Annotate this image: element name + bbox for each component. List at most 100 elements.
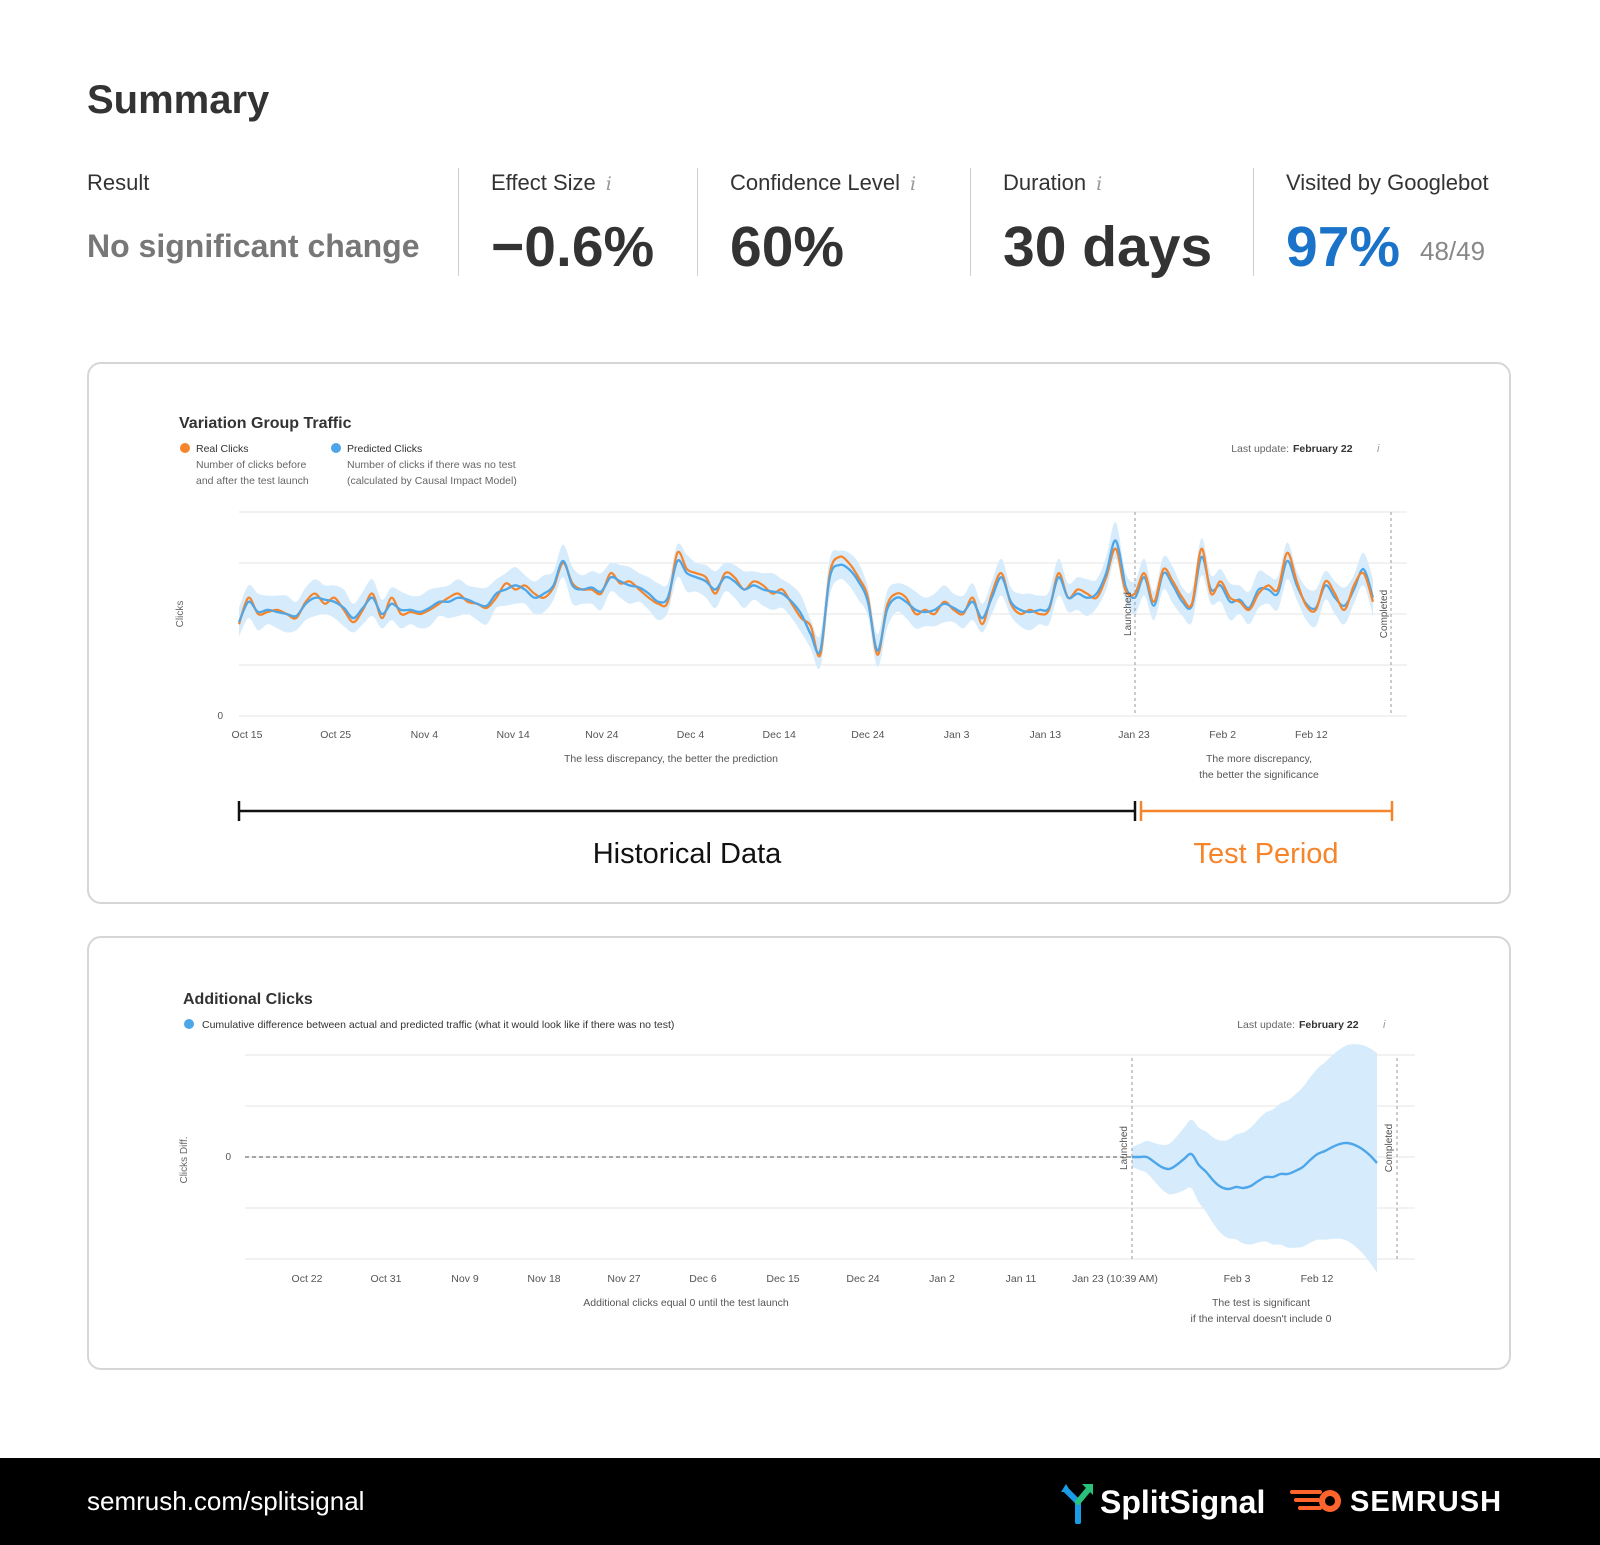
info-icon[interactable]: i — [910, 173, 917, 195]
real-clicks-legend-dot — [180, 443, 190, 453]
x-tick-label: Dec 4 — [677, 729, 705, 741]
historical-data-label: Historical Data — [593, 838, 782, 870]
legend-pred-title: Predicted Clicks — [347, 443, 422, 455]
footer: semrush.com/splitsignal SplitSignal SEMR… — [0, 1458, 1600, 1545]
result-label: Result — [87, 170, 150, 195]
completed-label: Completed — [1384, 1124, 1395, 1172]
predicted-clicks-legend-dot — [331, 443, 341, 453]
chart-note-left: Additional clicks equal 0 until the test… — [583, 1297, 789, 1309]
x-tick-label: Dec 6 — [689, 1273, 717, 1285]
last-update-label: Last update: — [1237, 1019, 1295, 1031]
x-tick-label: Oct 25 — [320, 729, 351, 741]
x-tick-label: Jan 23 (10:39 AM) — [1072, 1273, 1158, 1285]
last-update-date: February 22 — [1299, 1019, 1359, 1031]
additional-clicks-card: Additional Clicks Cumulative difference … — [87, 936, 1511, 1370]
chart-note-left: The less discrepancy, the better the pre… — [564, 753, 778, 765]
legend-dot — [184, 1019, 194, 1029]
result-value: No significant change — [87, 228, 420, 264]
x-tick-label: Nov 4 — [411, 729, 439, 741]
duration-metric: Duration i 30 days — [1003, 170, 1212, 279]
x-tick-label: Feb 3 — [1224, 1273, 1251, 1285]
effect-size-metric: Effect Size i −0.6% — [491, 170, 654, 279]
y-axis-label: Clicks Diff. — [179, 1136, 190, 1183]
x-tick-label: Jan 23 — [1118, 729, 1150, 741]
additional-chart-title: Additional Clicks — [183, 991, 313, 1008]
footer-url[interactable]: semrush.com/splitsignal — [87, 1486, 365, 1516]
confidence-label: Confidence Level — [730, 170, 901, 195]
x-axis-ticks: Oct 22 Oct 31 Nov 9 Nov 18 Nov 27 Dec 6 Dec 15… — [292, 1273, 1334, 1285]
y-tick-zero: 0 — [225, 1152, 231, 1163]
effect-size-value: −0.6% — [491, 215, 655, 279]
metric-divider — [970, 168, 971, 276]
x-tick-label: Dec 24 — [846, 1273, 879, 1285]
metric-divider — [458, 168, 459, 276]
test-period-bracket — [1139, 801, 1394, 821]
legend-real-desc: and after the test launch — [196, 475, 309, 487]
x-tick-label: Nov 27 — [607, 1273, 640, 1285]
additional-clicks-chart: Additional Clicks Cumulative difference … — [179, 991, 1415, 1325]
last-update-label: Last update: — [1231, 443, 1289, 455]
x-tick-label: Jan 2 — [929, 1273, 955, 1285]
googlebot-metric: Visited by Googlebot 97% 48/49 — [1286, 170, 1489, 279]
confidence-value: 60% — [730, 215, 845, 279]
info-icon[interactable]: i — [1377, 443, 1380, 455]
x-tick-label: Jan 3 — [944, 729, 970, 741]
chart-note-right: The more discrepancy, — [1206, 753, 1312, 765]
x-axis-ticks: Oct 15 Oct 25 Nov 4 Nov 14 Nov 24 Dec 4 Dec 14… — [232, 729, 1328, 741]
x-tick-label: Nov 24 — [585, 729, 618, 741]
x-tick-label: Feb 12 — [1301, 1273, 1334, 1285]
x-tick-label: Dec 14 — [763, 729, 796, 741]
semrush-brand: SEMRUSH — [1350, 1486, 1503, 1518]
x-tick-label: Nov 14 — [496, 729, 529, 741]
x-tick-label: Feb 2 — [1209, 729, 1236, 741]
x-tick-label: Dec 15 — [766, 1273, 799, 1285]
info-icon[interactable]: i — [1096, 173, 1103, 195]
info-icon[interactable]: i — [605, 173, 612, 195]
predicted-clicks-line — [237, 539, 1127, 655]
launched-label: Launched — [1123, 592, 1134, 636]
traffic-chart-title: Variation Group Traffic — [179, 415, 352, 432]
googlebot-value: 97% — [1286, 215, 1401, 279]
x-tick-label: Jan 11 — [1006, 1273, 1037, 1285]
additional-legend-desc: Cumulative difference between actual and… — [202, 1019, 674, 1031]
chart-note-right: the better the significance — [1199, 769, 1319, 781]
confidence-interval-band — [1132, 1044, 1377, 1273]
metric-divider — [1253, 168, 1254, 276]
traffic-chart-card: Variation Group Traffic Real Clicks Numb… — [87, 362, 1511, 904]
page-title: Summary — [87, 78, 270, 122]
googlebot-count: 48/49 — [1420, 236, 1486, 266]
chart-note-right: if the interval doesn't include 0 — [1191, 1313, 1332, 1325]
x-tick-label: Feb 12 — [1295, 729, 1328, 741]
traffic-chart: Variation Group Traffic Real Clicks Numb… — [175, 415, 1407, 870]
x-tick-label: Oct 22 — [292, 1273, 323, 1285]
test-period-label: Test Period — [1193, 838, 1338, 870]
x-tick-label: Jan 13 — [1030, 729, 1062, 741]
metric-divider — [697, 168, 698, 276]
x-tick-label: Nov 9 — [451, 1273, 479, 1285]
duration-value: 30 days — [1003, 215, 1213, 279]
real-clicks-line — [237, 547, 1375, 658]
legend-real-title: Real Clicks — [196, 443, 249, 455]
effect-size-label: Effect Size — [491, 170, 596, 195]
info-icon[interactable]: i — [1383, 1019, 1386, 1031]
legend-pred-desc: Number of clicks if there was no test — [347, 459, 516, 471]
x-tick-label: Dec 24 — [851, 729, 884, 741]
completed-label: Completed — [1379, 590, 1390, 638]
last-update-date: February 22 — [1293, 443, 1353, 455]
prediction-interval-band — [239, 522, 1373, 670]
splitsignal-brand: SplitSignal — [1100, 1484, 1266, 1520]
x-tick-label: Nov 18 — [527, 1273, 560, 1285]
semrush-logo-icon — [1290, 1490, 1341, 1512]
y-tick-zero: 0 — [217, 711, 223, 722]
confidence-metric: Confidence Level i 60% — [730, 170, 917, 279]
cumulative-difference-line — [1131, 1141, 1378, 1191]
duration-label: Duration — [1003, 170, 1087, 195]
historical-data-bracket — [237, 801, 1137, 821]
y-axis-label: Clicks — [175, 601, 186, 628]
result-metric: Result No significant change — [87, 170, 419, 278]
googlebot-label: Visited by Googlebot — [1286, 170, 1489, 195]
x-tick-label: Oct 15 — [232, 729, 263, 741]
legend-real-desc: Number of clicks before — [196, 459, 306, 471]
splitsignal-logo-icon — [1061, 1484, 1093, 1524]
legend-pred-desc: (calculated by Causal Impact Model) — [347, 475, 517, 487]
